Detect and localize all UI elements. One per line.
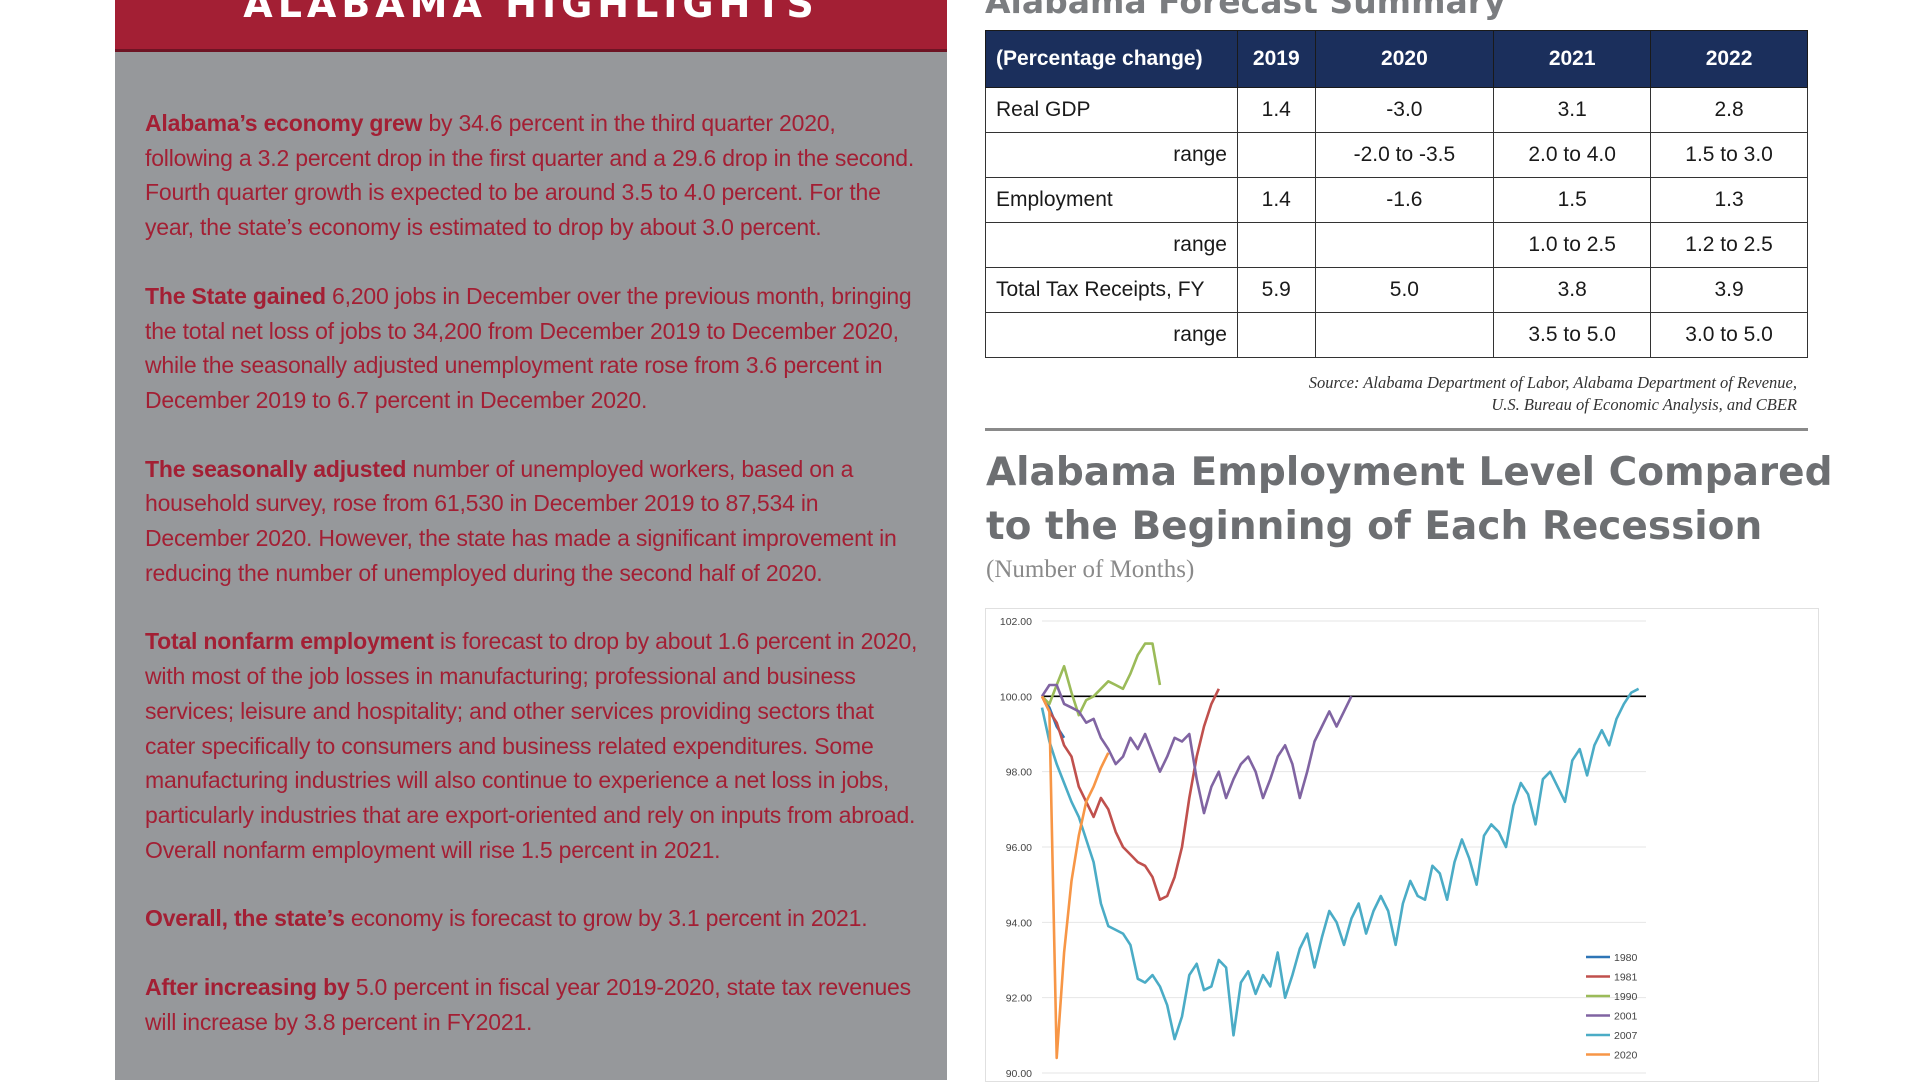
y-tick-label: 92.00 [1006, 993, 1032, 1005]
highlight-paragraph: The State gained 6,200 jobs in December … [145, 279, 925, 418]
table-cell: 1.4 [1237, 177, 1316, 223]
table-cell [1237, 132, 1316, 178]
series-line-2020 [1040, 695, 1110, 1060]
row-label: Employment [985, 177, 1238, 223]
table-cell: 1.2 to 2.5 [1650, 222, 1808, 268]
highlights-body: Alabama’s economy grew by 34.6 percent i… [145, 106, 925, 1073]
highlights-panel [115, 0, 947, 1080]
legend-label: 1990 [1614, 991, 1638, 1003]
highlight-paragraph: Total nonfarm employment is forecast to … [145, 624, 925, 867]
employment-chart-svg: 90.00 92.00 94.00 96.00 98.00 100.00 102.00 198… [1000, 616, 1646, 1080]
table-cell: 3.9 [1650, 267, 1808, 313]
table-cell: 1.0 to 2.5 [1493, 222, 1652, 268]
table-cell [1237, 312, 1316, 358]
highlight-lead: Total nonfarm employment [145, 628, 434, 655]
highlight-lead: The seasonally adjusted [145, 455, 407, 482]
forecast-title: Alabama Forecast Summary [985, 0, 1506, 21]
chart-subtitle: (Number of Months) [986, 556, 1195, 583]
highlight-lead: After increasing by [145, 974, 350, 1001]
highlight-text: 5.0 percent in fiscal year 2019-2020, st… [145, 974, 911, 1035]
table-cell: 1.4 [1237, 87, 1316, 133]
header-cell: 2022 [1650, 30, 1808, 88]
forecast-row: Employment 1.4 -1.6 1.5 1.3 [985, 177, 1808, 223]
table-cell: 3.5 to 5.0 [1493, 312, 1652, 358]
forecast-row: Real GDP 1.4 -3.0 3.1 2.8 [985, 87, 1808, 133]
series-line-2001 [1040, 683, 1353, 815]
table-cell: 2.8 [1650, 87, 1808, 133]
table-cell: 2.0 to 4.0 [1493, 132, 1652, 178]
table-cell [1314, 222, 1495, 268]
section-divider [985, 428, 1808, 431]
highlight-lead: Overall, the state’s [145, 905, 345, 932]
table-cell: 3.0 to 5.0 [1650, 312, 1808, 358]
table-cell: 1.5 to 3.0 [1650, 132, 1808, 178]
forecast-row: range -2.0 to -3.5 2.0 to 4.0 1.5 to 3.0 [985, 132, 1808, 178]
row-label: Real GDP [985, 87, 1238, 133]
legend-label: 1981 [1614, 972, 1638, 984]
highlight-paragraph: Overall, the state’s economy is forecast… [145, 901, 925, 936]
highlight-text: number of unemployed workers, based on a… [145, 455, 897, 586]
header-cell: 2020 [1314, 30, 1495, 88]
legend-label: 2020 [1614, 1050, 1638, 1062]
highlights-title: ALABAMA HIGHLIGHTS [243, 0, 819, 26]
table-cell: 5.0 [1314, 267, 1495, 313]
table-cell: -1.6 [1314, 177, 1495, 223]
highlight-lead: Alabama’s economy grew [145, 110, 423, 136]
y-tick-label: 94.00 [1006, 917, 1032, 929]
y-tick-label: 102.00 [1000, 616, 1032, 628]
highlight-text: by 34.6 percent in the third quarter 202… [145, 110, 915, 241]
highlight-text: economy is forecast to grow by 3.1 perce… [344, 905, 868, 932]
chart-title: Alabama Employment Level Compared to the… [986, 450, 1833, 549]
table-cell: 3.1 [1493, 87, 1652, 133]
highlight-text: is forecast to drop by about 1.6 percent… [145, 628, 918, 863]
forecast-row: range 3.5 to 5.0 3.0 to 5.0 [985, 312, 1808, 358]
table-cell: 1.5 [1493, 177, 1652, 223]
row-label: range [985, 132, 1238, 178]
header-cell: 2021 [1493, 30, 1652, 88]
series-line-1990 [1041, 642, 1162, 717]
highlight-paragraph: After increasing by 5.0 percent in fisca… [145, 970, 925, 1039]
source-line: U.S. Bureau of Economic Analysis, and CB… [1491, 395, 1797, 414]
row-label: range [985, 312, 1238, 358]
legend-label: 1980 [1614, 952, 1638, 964]
y-tick-label: 100.00 [1000, 691, 1032, 703]
forecast-row: Total Tax Receipts, FY 5.9 5.0 3.8 3.9 [985, 267, 1808, 313]
legend-label: 2007 [1614, 1030, 1638, 1042]
table-cell: 5.9 [1237, 267, 1316, 313]
table-cell: -2.0 to -3.5 [1314, 132, 1495, 178]
table-cell [1314, 312, 1495, 358]
forecast-header-row: (Percentage change) 2019 2020 2021 2022 [985, 30, 1808, 88]
table-cell: 3.8 [1493, 267, 1652, 313]
y-tick-label: 98.00 [1006, 767, 1032, 779]
series-line-2007 [1040, 687, 1640, 1041]
series-line-1981 [1040, 688, 1220, 902]
highlight-paragraph: Alabama’s economy grew by 34.6 percent i… [145, 106, 925, 245]
y-tick-label: 96.00 [1006, 842, 1032, 854]
employment-chart: 90.00 92.00 94.00 96.00 98.00 100.00 102.00 198… [985, 608, 1819, 1082]
y-tick-label: 90.00 [1006, 1068, 1032, 1080]
table-cell: -3.0 [1314, 87, 1495, 133]
forecast-table: (Percentage change) 2019 2020 2021 2022 … [985, 30, 1808, 358]
header-cell: (Percentage change) [985, 30, 1238, 88]
highlight-text: 6,200 jobs in December over the previous… [145, 282, 912, 413]
highlight-paragraph: The seasonally adjusted number of unempl… [145, 452, 925, 591]
header-cell: 2019 [1237, 30, 1316, 88]
highlight-lead: The State gained [145, 282, 326, 309]
source-note: Source: Alabama Department of Labor, Ala… [1100, 372, 1797, 416]
source-line: Source: Alabama Department of Labor, Ala… [1308, 373, 1797, 392]
table-cell [1237, 222, 1316, 268]
legend-label: 2001 [1614, 1011, 1638, 1023]
table-cell: 1.3 [1650, 177, 1808, 223]
forecast-row: range 1.0 to 2.5 1.2 to 2.5 [985, 222, 1808, 268]
row-label: Total Tax Receipts, FY [985, 267, 1238, 313]
highlights-banner: ALABAMA HIGHLIGHTS [115, 0, 947, 52]
row-label: range [985, 222, 1238, 268]
